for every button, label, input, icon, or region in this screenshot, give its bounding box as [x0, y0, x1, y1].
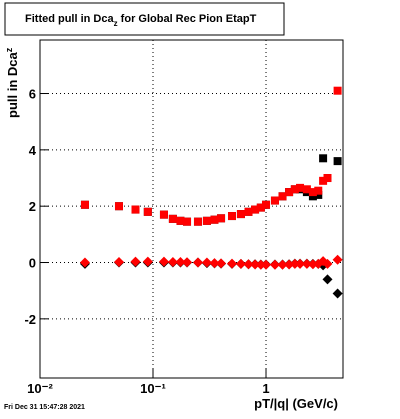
marker	[143, 207, 152, 216]
marker	[210, 215, 219, 224]
marker	[201, 257, 212, 268]
marker	[314, 190, 323, 199]
marker	[332, 288, 343, 299]
y-tick-label: 2	[29, 199, 36, 214]
marker	[159, 210, 168, 219]
marker	[323, 174, 332, 183]
marker	[216, 258, 227, 269]
y-label-sub: z	[4, 47, 14, 52]
y-tick-label: 0	[29, 256, 36, 271]
marker	[332, 254, 343, 265]
marker	[270, 196, 279, 205]
marker	[244, 207, 253, 216]
marker	[295, 258, 306, 269]
title-rest: for Global Rec Pion EtapT	[118, 13, 257, 25]
marker	[285, 188, 294, 197]
title-box	[4, 2, 285, 36]
marker	[333, 157, 342, 166]
marker	[277, 259, 288, 270]
marker	[322, 274, 333, 285]
x-tick-label: 1	[262, 381, 269, 396]
marker	[183, 217, 192, 226]
marker	[130, 256, 141, 267]
marker	[114, 202, 123, 211]
marker	[262, 200, 271, 209]
marker	[284, 259, 295, 270]
footer-date: Fri Dec 31 15:47:28 2021	[4, 404, 85, 411]
marker	[79, 257, 90, 268]
y-tick-label: 6	[29, 87, 36, 102]
marker	[314, 186, 323, 195]
marker	[278, 192, 287, 201]
marker	[301, 258, 312, 269]
marker	[226, 258, 237, 269]
marker	[289, 258, 300, 269]
x-tick-label: 10⁻²	[27, 381, 53, 396]
marker	[308, 188, 317, 197]
marker	[227, 212, 236, 221]
marker	[333, 86, 342, 95]
marker	[236, 210, 245, 219]
chart-title: Fitted pull in Dcaz for Global Rec Pion …	[25, 13, 257, 28]
marker	[131, 205, 140, 214]
marker	[80, 200, 89, 209]
marker	[168, 214, 177, 223]
marker	[290, 185, 299, 194]
marker	[217, 214, 226, 223]
marker	[235, 258, 246, 269]
marker	[269, 259, 280, 270]
marker	[255, 259, 266, 270]
marker	[158, 256, 169, 267]
marker	[302, 185, 311, 194]
marker	[308, 192, 317, 201]
marker	[251, 205, 260, 214]
marker	[243, 259, 254, 270]
marker	[176, 216, 185, 225]
marker	[167, 256, 178, 267]
marker	[182, 257, 193, 268]
x-axis-label: pT/|q| (GeV/c)	[254, 396, 338, 411]
y-tick-label: 4	[29, 143, 37, 158]
marker	[319, 176, 328, 185]
marker	[296, 183, 305, 192]
x-tick-label: 10⁻¹	[140, 381, 166, 396]
marker	[322, 258, 333, 269]
marker	[250, 259, 261, 270]
marker	[307, 259, 318, 270]
marker	[113, 256, 124, 267]
marker	[175, 256, 186, 267]
marker	[202, 216, 211, 225]
y-tick-label: -2	[24, 312, 36, 327]
marker	[319, 154, 328, 163]
marker	[142, 256, 153, 267]
marker	[256, 203, 265, 212]
marker	[261, 259, 272, 270]
marker	[192, 257, 203, 268]
plot-frame	[39, 39, 344, 379]
y-axis-label: pull in Dcaz	[4, 47, 20, 118]
title-main: Fitted pull in Dca	[25, 13, 114, 25]
y-label-main: pull in Dca	[5, 52, 20, 119]
marker	[209, 258, 220, 269]
title-sub: z	[114, 19, 118, 28]
marker	[193, 217, 202, 226]
